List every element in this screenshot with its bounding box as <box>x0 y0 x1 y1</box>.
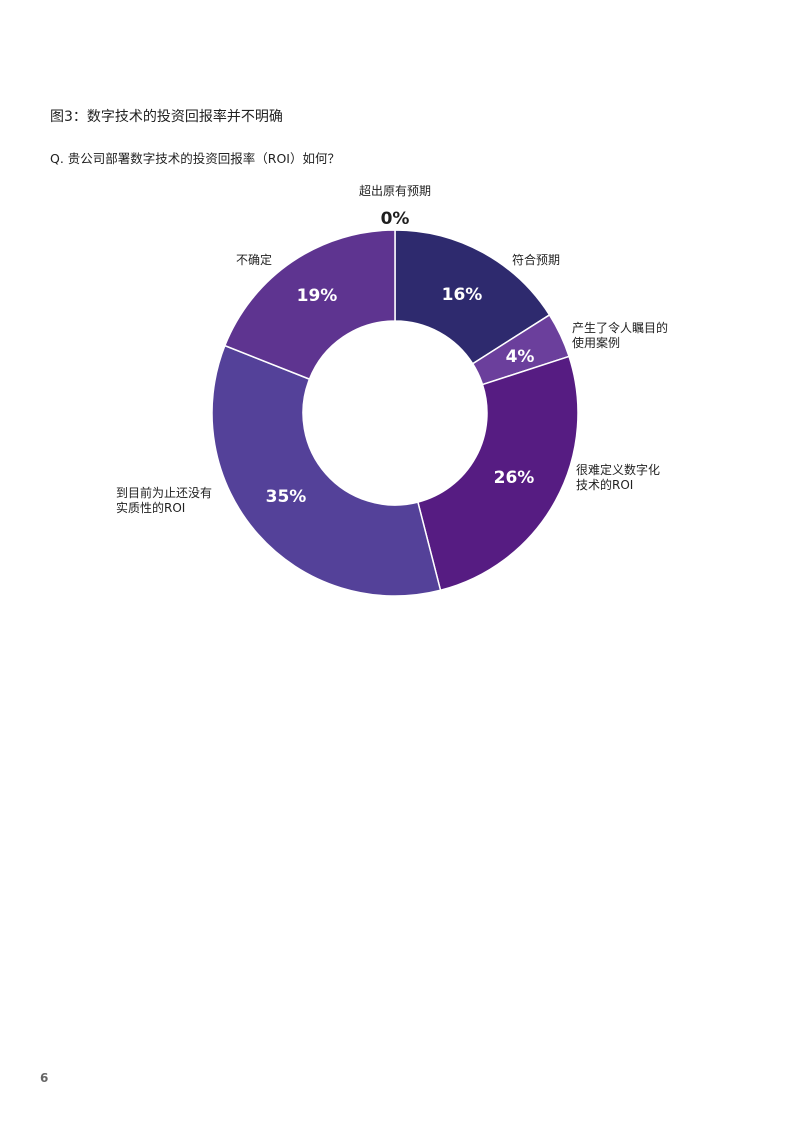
slice-category-label: 到目前为止还没有实质性的ROI <box>116 485 212 515</box>
donut-slice <box>394 229 551 365</box>
slice-value-label: 4% <box>506 347 535 367</box>
slice-value-label: 16% <box>442 285 483 305</box>
slice-category-label: 很难定义数字化技术的ROI <box>576 462 660 492</box>
slice-category-label-line: 产生了令人瞩目的 <box>572 320 668 335</box>
slice-category-label-line: 符合预期 <box>512 252 560 267</box>
slice-category-label: 超出原有预期 <box>359 183 431 198</box>
slice-category-label-line: 使用案例 <box>572 335 620 350</box>
figure-title: 图3：数字技术的投资回报率并不明确 <box>50 109 283 125</box>
page-number: 6 <box>40 1071 49 1085</box>
donut-slice <box>223 229 396 381</box>
slice-category-label-line: 不确定 <box>236 252 272 267</box>
donut-slice <box>416 355 579 592</box>
survey-question: Q. 贵公司部署数字技术的投资回报率（ROI）如何？ <box>50 151 340 166</box>
slice-value-label: 35% <box>266 487 307 507</box>
donut-slice <box>211 344 442 597</box>
slice-category-label: 产生了令人瞩目的使用案例 <box>572 320 668 350</box>
slice-category-label-line: 实质性的ROI <box>116 500 185 515</box>
slice-value-label: 26% <box>494 468 535 488</box>
slice-value-label: 0% <box>381 209 410 229</box>
slice-category-label-line: 到目前为止还没有 <box>116 485 212 500</box>
slice-category-label-line: 很难定义数字化 <box>576 462 660 477</box>
donut-chart: 超出原有预期 0% 符合预期 16% 产生了令人瞩目的使用案例 4% 很难定义数字化技术的R… <box>116 183 668 597</box>
slice-category-label: 不确定 <box>236 252 272 267</box>
slice-category-label-line: 超出原有预期 <box>359 183 431 198</box>
slice-value-label: 19% <box>297 286 338 306</box>
slice-category-label-line: 技术的ROI <box>576 477 633 492</box>
slice-category-label: 符合预期 <box>512 252 560 267</box>
